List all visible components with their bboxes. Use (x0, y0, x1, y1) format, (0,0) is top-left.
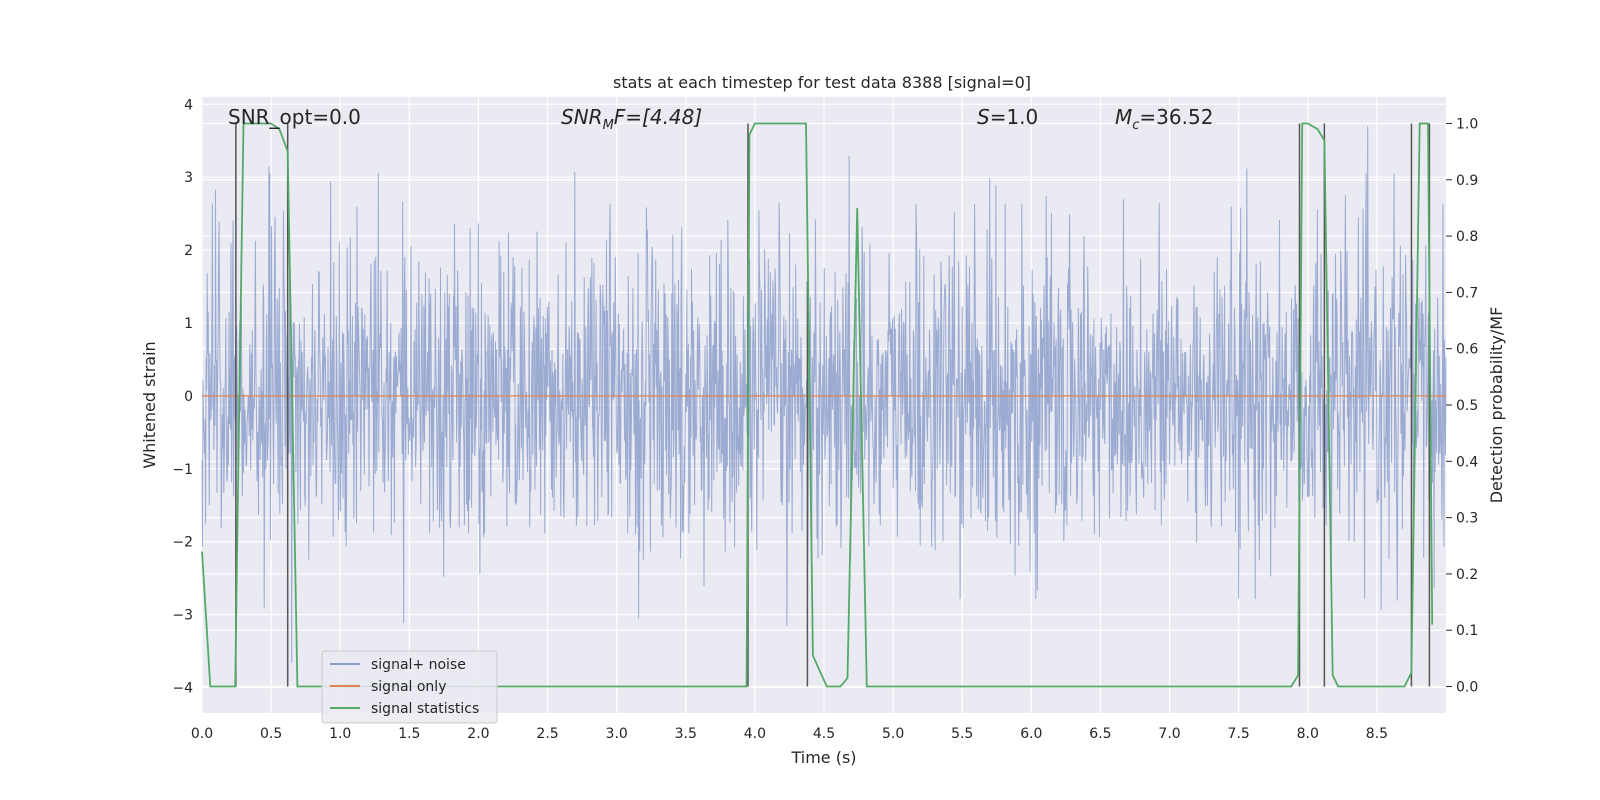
legend-label-signal-plus-noise: signal+ noise (371, 657, 466, 673)
legend: signal+ noise signal only signal statist… (321, 650, 498, 724)
x-tick-label: 1.5 (398, 726, 420, 742)
y-tick-label: 0 (184, 389, 193, 405)
signal-plus-noise-series (201, 126, 1447, 663)
annotation-s: S=1.0 (977, 105, 1038, 129)
x-tick-label: 5.5 (951, 726, 973, 742)
x-tick-label: 0.5 (260, 726, 282, 742)
y-right-tick-label: 0.4 (1456, 454, 1478, 470)
y-tick-label: 3 (184, 170, 193, 186)
chart-title: stats at each timestep for test data 838… (613, 73, 1031, 92)
y-right-tick-label: 0.1 (1456, 623, 1478, 639)
annotation-snr-mf: SNRMF=[4.48] (561, 105, 702, 133)
y-right-tick-label: 0.8 (1456, 229, 1478, 245)
x-tick-label: 8.5 (1366, 726, 1388, 742)
x-tick-label: 4.5 (813, 726, 835, 742)
y-right-tick-label: 0.2 (1456, 567, 1478, 583)
x-tick-label: 8.0 (1297, 726, 1319, 742)
annotation-mc-subscript: c (1132, 118, 1139, 133)
y-right-tick-label: 0.6 (1456, 342, 1478, 358)
annotation-snr-mf-symbol: SNR (561, 105, 603, 129)
annotation-mc-value: =36.52 (1139, 105, 1213, 129)
annotation-snr-mf-subscript: M (603, 118, 614, 133)
signal-plus-noise-line (201, 126, 1447, 663)
y-axis-ticks: 4 3 2 1 0 −1 −2 −3 −4 (172, 97, 193, 696)
x-tick-label: 4.0 (744, 726, 766, 742)
x-tick-label: 2.0 (467, 726, 489, 742)
annotation-snr-opt: SNR_opt=0.0 (228, 105, 361, 129)
y-axis-label: Whitened strain (140, 341, 159, 468)
y-tick-label: −3 (172, 608, 193, 624)
y-right-tick-label: 0.9 (1456, 173, 1478, 189)
x-tick-label: 5.0 (882, 726, 904, 742)
y-tick-label: 1 (184, 316, 193, 332)
x-tick-label: 3.0 (606, 726, 628, 742)
x-tick-label: 1.0 (329, 726, 351, 742)
y-tick-label: 2 (184, 243, 193, 259)
y-tick-label: 4 (184, 97, 193, 113)
annotation-s-value: =1.0 (990, 105, 1039, 129)
y-right-axis-label: Detection probability/MF (1487, 307, 1506, 504)
y-right-tick-label: 0.3 (1456, 511, 1478, 527)
signal-statistics-line (201, 122, 1434, 688)
x-tick-label: 7.0 (1158, 726, 1180, 742)
y-tick-label: −4 (172, 680, 193, 696)
y-tick-label: −1 (172, 462, 193, 478)
legend-box (321, 650, 498, 724)
x-tick-label: 3.5 (675, 726, 697, 742)
annotation-s-symbol: S (977, 105, 990, 129)
x-axis-label: Time (s) (790, 748, 856, 767)
y-tick-label: −2 (172, 535, 193, 551)
x-axis-ticks: 0.0 0.5 1.0 1.5 2.0 2.5 3.0 3.5 4.0 4.5 5.0 5.5 6.0 6… (191, 726, 1388, 742)
x-tick-label: 0.0 (191, 726, 213, 742)
x-tick-label: 2.5 (536, 726, 558, 742)
y-right-tick-label: 0.7 (1456, 285, 1478, 301)
annotation-snr-mf-value: F=[4.48] (614, 105, 702, 129)
legend-label-signal-only: signal only (371, 679, 446, 695)
annotation-mc: Mc=36.52 (1115, 105, 1213, 133)
x-tick-label: 6.0 (1020, 726, 1042, 742)
y-right-axis-ticks: 1.0 0.9 0.8 0.7 0.6 0.5 0.4 0.3 0.2 0.1 0.0 (1446, 116, 1478, 696)
x-tick-label: 7.5 (1228, 726, 1250, 742)
y-right-tick-label: 0.0 (1456, 680, 1478, 696)
x-tick-label: 6.5 (1089, 726, 1111, 742)
signal-statistics-series (201, 122, 1434, 688)
annotation-mc-symbol: M (1115, 105, 1132, 129)
y-right-tick-label: 0.5 (1456, 398, 1478, 414)
legend-label-signal-statistics: signal statistics (371, 701, 479, 717)
y-right-tick-label: 1.0 (1456, 116, 1478, 132)
